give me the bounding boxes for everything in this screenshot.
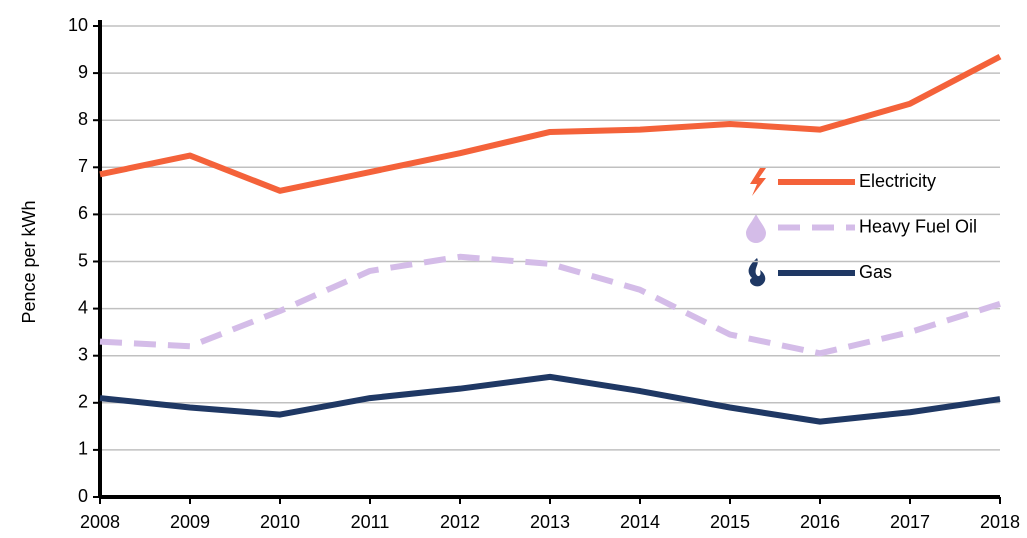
series-line [99, 253, 1001, 357]
x-tick-label: 2016 [800, 512, 840, 532]
series-line [99, 373, 1001, 425]
x-tick-label: 2018 [980, 512, 1020, 532]
series-line [99, 53, 1002, 194]
x-tick-label: 2008 [80, 512, 120, 532]
y-tick-label: 1 [78, 439, 88, 459]
legend-label: Gas [859, 262, 892, 282]
y-tick-label: 4 [78, 297, 88, 317]
gas-icon [748, 258, 766, 287]
x-tick-label: 2013 [530, 512, 570, 532]
legend-label: Electricity [859, 171, 936, 191]
y-tick-label: 10 [68, 15, 88, 35]
x-tick-label: 2015 [710, 512, 750, 532]
y-axis-label: Pence per kWh [19, 200, 39, 323]
legend-icons [746, 168, 766, 287]
y-tick-label: 0 [78, 486, 88, 506]
electricity-icon [750, 168, 766, 196]
x-tick-label: 2017 [890, 512, 930, 532]
y-tick-label: 9 [78, 62, 88, 82]
y-tick-label: 2 [78, 392, 88, 412]
x-tick-label: 2012 [440, 512, 480, 532]
x-tick-label: 2011 [351, 512, 390, 532]
y-tick-label: 5 [78, 250, 88, 270]
y-tick-label: 7 [78, 156, 88, 176]
oil-icon [746, 214, 766, 243]
x-tick-label: 2010 [260, 512, 300, 532]
x-tick-label: 2009 [170, 512, 210, 532]
legend-label: Heavy Fuel Oil [859, 216, 977, 236]
y-tick-label: 6 [78, 203, 88, 223]
y-tick-label: 3 [78, 344, 88, 364]
y-tick-label: 8 [78, 109, 88, 129]
x-tick-label: 2014 [620, 512, 660, 532]
